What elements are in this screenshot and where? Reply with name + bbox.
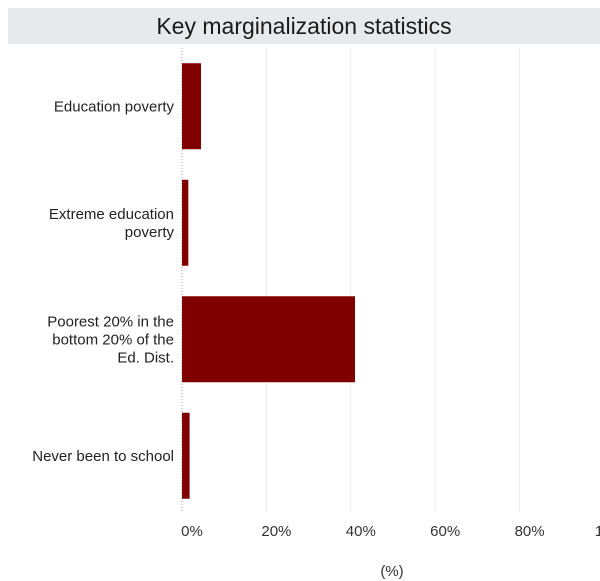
category-labels-layer: Education poverty Extreme education povert… xyxy=(32,98,174,465)
x-axis-title: (%) xyxy=(380,563,403,580)
category-label-line: Ed. Dist. xyxy=(117,349,174,366)
x-tick-label: 20% xyxy=(261,523,291,540)
x-tick-labels-layer: 0% 20% 40% 60% 80% 100% xyxy=(181,523,600,540)
category-label-line: Poorest 20% in the xyxy=(47,313,174,330)
category-label-line: Education poverty xyxy=(54,98,175,115)
x-tick-label: 40% xyxy=(346,523,376,540)
category-label-line: Extreme education xyxy=(49,206,174,223)
x-tick-label: 0% xyxy=(181,523,203,540)
chart-title-bar: Key marginalization statistics xyxy=(8,8,600,44)
category-label: Education poverty xyxy=(54,98,175,115)
chart-title: Key marginalization statistics xyxy=(156,12,452,39)
category-label: Never been to school xyxy=(32,448,174,465)
category-label-line: poverty xyxy=(125,224,175,241)
x-tick-label: 80% xyxy=(515,523,545,540)
x-tick-label: 100% xyxy=(595,523,600,540)
bar xyxy=(182,296,356,383)
bar xyxy=(182,179,189,266)
category-label: Extreme education poverty xyxy=(49,206,175,241)
bar xyxy=(182,412,190,499)
category-label: Poorest 20% in the bottom 20% of the Ed. D… xyxy=(47,313,174,366)
x-tick-label: 60% xyxy=(430,523,460,540)
bars-layer xyxy=(182,63,356,499)
bar xyxy=(182,63,201,150)
category-label-line: Never been to school xyxy=(32,448,174,465)
grid-layer xyxy=(181,48,521,512)
category-label-line: bottom 20% of the xyxy=(52,331,174,348)
